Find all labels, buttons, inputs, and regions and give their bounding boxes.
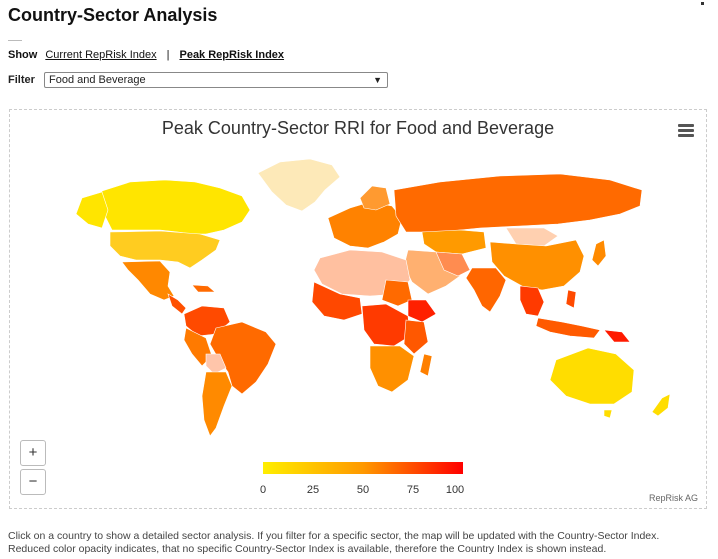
map-credit: RepRisk AG <box>648 493 698 503</box>
country-central-america[interactable] <box>167 293 187 315</box>
top-dot <box>701 2 704 5</box>
footer-line-1: Click on a country to show a detailed se… <box>8 530 660 542</box>
hamburger-menu-icon[interactable] <box>678 124 694 137</box>
country-united-states[interactable] <box>109 230 221 269</box>
legend-tick-100: 100 <box>445 484 465 496</box>
country-kazakhstan[interactable] <box>421 229 487 255</box>
country-mongolia[interactable] <box>505 227 559 247</box>
country-argentina[interactable] <box>201 371 233 437</box>
country-bolivia[interactable] <box>205 353 227 375</box>
filter-row: Filter Food and Beverage ▼ <box>8 72 388 88</box>
country-mexico[interactable] <box>121 260 175 301</box>
country-new-zealand[interactable] <box>651 393 671 417</box>
country-caribbean[interactable] <box>191 284 216 293</box>
map-container: Peak Country-Sector RRI for Food and Bev… <box>9 109 707 509</box>
page-title: Country-Sector Analysis <box>8 5 218 25</box>
country-tasmania[interactable] <box>603 409 613 419</box>
country-peru[interactable] <box>183 327 213 367</box>
country-japan[interactable] <box>591 239 607 267</box>
world-map <box>75 158 671 437</box>
sector-filter-value: Food and Beverage <box>49 74 146 86</box>
sector-filter-select[interactable]: Food and Beverage ▼ <box>44 72 388 88</box>
country-australia[interactable] <box>549 347 635 405</box>
footer-line-2: Reduced color opacity indicates, that no… <box>8 543 607 555</box>
filter-label: Filter <box>8 74 35 86</box>
country-europe[interactable] <box>327 201 403 249</box>
country-sudan[interactable] <box>381 279 413 307</box>
legend-tick-50: 50 <box>356 484 370 496</box>
dropdown-arrow-icon: ▼ <box>373 75 382 85</box>
country-madagascar[interactable] <box>419 353 433 377</box>
country-russia[interactable] <box>393 173 643 233</box>
country-greenland[interactable] <box>257 158 341 212</box>
country-ethiopia[interactable] <box>407 299 437 323</box>
country-alaska[interactable] <box>75 191 109 229</box>
legend-tick-25: 25 <box>306 484 320 496</box>
country-papua-new-guinea[interactable] <box>603 329 631 343</box>
country-southern-africa[interactable] <box>369 345 415 393</box>
country-east-africa[interactable] <box>403 319 429 355</box>
country-southeast-asia[interactable] <box>519 285 545 317</box>
zoom-in-button[interactable]: + <box>20 440 46 466</box>
country-scandinavia[interactable] <box>359 185 391 211</box>
legend-color-scale <box>263 462 463 474</box>
show-label: Show <box>8 49 38 61</box>
country-philippines[interactable] <box>565 289 577 309</box>
divider <box>8 40 22 41</box>
show-separator: | <box>166 49 170 61</box>
country-india[interactable] <box>465 267 507 313</box>
show-toggle: Show Current RepRisk Index | Peak RepRis… <box>8 49 284 61</box>
map-title: Peak Country-Sector RRI for Food and Bev… <box>161 118 555 138</box>
legend-tick-0: 0 <box>259 484 267 496</box>
current-reprisk-index-link[interactable]: Current RepRisk Index <box>45 49 157 61</box>
country-iran[interactable] <box>435 251 471 277</box>
country-west-africa[interactable] <box>311 281 363 321</box>
country-china[interactable] <box>489 239 585 291</box>
legend-ticks: 0 25 50 75 100 <box>259 484 465 498</box>
country-central-africa[interactable] <box>361 303 411 347</box>
country-canada[interactable] <box>97 179 251 235</box>
zoom-out-button[interactable]: − <box>20 469 46 495</box>
footer-note: Click on a country to show a detailed se… <box>8 530 708 556</box>
legend-tick-75: 75 <box>406 484 420 496</box>
country-indonesia[interactable] <box>535 317 601 339</box>
peak-reprisk-index-link[interactable]: Peak RepRisk Index <box>179 49 285 61</box>
